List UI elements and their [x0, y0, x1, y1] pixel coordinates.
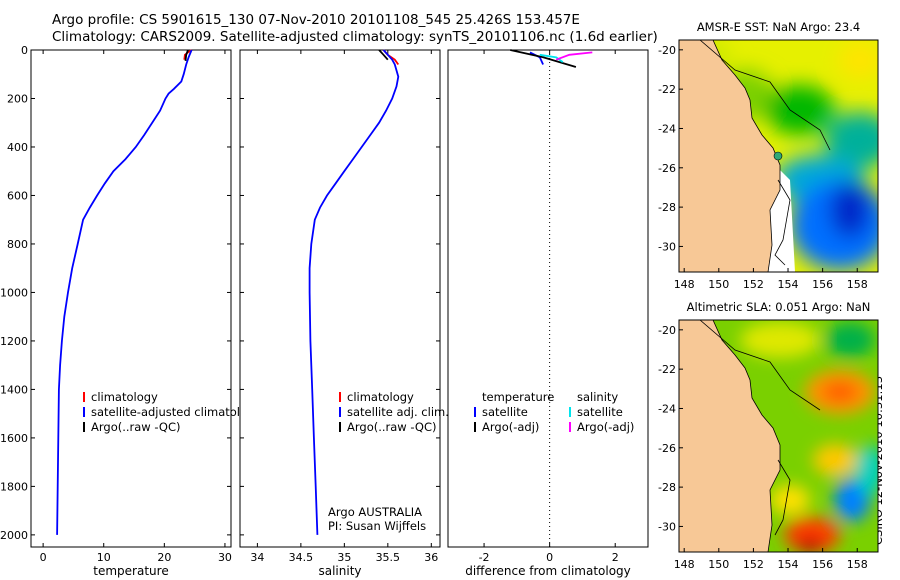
lat-tick-label: -22 [658, 363, 676, 376]
lon-tick-label: 158 [847, 558, 868, 571]
series-line-1 [510, 49, 577, 68]
plot-title-line-1: Argo profile: CS 5901615_130 07-Nov-2010… [52, 12, 580, 28]
lat-tick-label: -24 [658, 122, 676, 135]
land-polygon [679, 40, 781, 272]
legend-heading: temperature [482, 390, 554, 404]
plot-title-line-2: Climatology: CARS2009. Satellite-adjuste… [52, 29, 658, 45]
land-polygon [679, 320, 781, 552]
x-tick-label: 30 [218, 551, 232, 564]
annotation-text: Argo AUSTRALIA [328, 505, 422, 519]
lon-tick-label: 154 [778, 278, 799, 291]
x-tick-label: 35 [337, 551, 351, 564]
x-axis-label: temperature [93, 564, 168, 578]
y-tick-label: 1600 [0, 432, 28, 445]
series-line-2 [184, 49, 189, 62]
y-tick-label: 400 [7, 141, 28, 154]
lon-tick-label: 150 [708, 558, 729, 571]
lat-tick-label: -20 [658, 44, 676, 57]
sst-argo-marker [773, 151, 783, 161]
legend-entry: Argo(..raw -QC) [347, 420, 437, 434]
series-line-1 [56, 49, 193, 535]
sst-map [678, 39, 879, 273]
temperature-profile-panel: 0 10 20 30 0 200 400 600 800 1000 1200 1400 1600 1800… [0, 44, 261, 578]
lat-tick-label: -22 [658, 83, 676, 96]
series-line-2 [378, 49, 389, 61]
series-line-1 [308, 49, 400, 535]
x-tick-label: -2 [479, 551, 490, 564]
series-line-2 [539, 53, 564, 63]
lat-tick-label: -28 [658, 201, 676, 214]
legend-entry: satellite [482, 405, 528, 419]
lon-tick-label: 148 [674, 558, 695, 571]
y-tick-label: 600 [7, 189, 28, 202]
y-tick-label: 800 [7, 238, 28, 251]
lon-tick-label: 152 [743, 278, 764, 291]
y-tick-label: 1000 [0, 286, 28, 299]
salinity-profile-panel: 34 34.5 35 35.5 36 salinity climatologysatelli… [239, 49, 449, 578]
lat-tick-label: -24 [658, 402, 676, 415]
lon-tick-label: 156 [812, 558, 833, 571]
legend-entry: satellite adj. clim. [347, 405, 449, 419]
legend-entry: Argo(-adj) [577, 420, 634, 434]
y-tick-label: 1400 [0, 383, 28, 396]
lat-tick-label: -20 [658, 324, 676, 337]
lon-tick-label: 152 [743, 558, 764, 571]
y-tick-label: 2000 [0, 529, 28, 542]
x-axis-label: difference from climatology [465, 564, 631, 578]
lat-tick-label: -26 [658, 162, 676, 175]
map-title: AMSR-E SST: NaN Argo: 23.4 [697, 20, 860, 34]
x-tick-label: 2 [612, 551, 619, 564]
legend-heading: salinity [577, 390, 618, 404]
x-tick-label: 34 [250, 551, 264, 564]
y-tick-label: 200 [7, 92, 28, 105]
lat-tick-label: -30 [658, 520, 676, 533]
legend-entry: climatology [347, 390, 414, 404]
sla-map [678, 319, 879, 553]
legend-entry: Argo(-adj) [482, 420, 539, 434]
y-tick-label: 1200 [0, 335, 28, 348]
lat-tick-label: -28 [658, 481, 676, 494]
legend-entry: climatology [91, 390, 158, 404]
legend-entry: Argo(..raw -QC) [91, 420, 181, 434]
lon-tick-label: 148 [674, 278, 695, 291]
x-tick-label: 35.5 [376, 551, 401, 564]
map-title: Altimetric SLA: 0.051 Argo: NaN [687, 300, 871, 314]
x-tick-label: 36 [424, 551, 438, 564]
series-line-3 [555, 51, 593, 61]
x-tick-label: 20 [157, 551, 171, 564]
legend-entry: satellite [577, 405, 623, 419]
lon-tick-label: 156 [812, 278, 833, 291]
lon-tick-label: 158 [847, 278, 868, 291]
x-tick-label: 34.5 [289, 551, 314, 564]
lat-tick-label: -26 [658, 442, 676, 455]
lon-tick-label: 150 [708, 278, 729, 291]
x-tick-label: 0 [546, 551, 553, 564]
annotation-text: PI: Susan Wijffels [328, 519, 426, 533]
x-axis-label: salinity [318, 564, 361, 578]
y-tick-label: 0 [21, 44, 28, 57]
sla-map-axes: Altimetric SLA: 0.051 Argo: NaN 148 150 152… [658, 300, 870, 571]
lon-tick-label: 154 [778, 558, 799, 571]
sst-map-axes: AMSR-E SST: NaN Argo: 23.4 148 150 152 154 15… [658, 20, 868, 291]
y-tick-label: 1800 [0, 480, 28, 493]
plot-frame [447, 49, 649, 548]
lat-tick-label: -30 [658, 240, 676, 253]
x-tick-label: 0 [40, 551, 47, 564]
legend-entry: satellite-adjusted climatology [91, 405, 261, 419]
plot-frame [239, 49, 441, 548]
plot-frame [30, 49, 232, 548]
x-tick-label: 10 [97, 551, 111, 564]
